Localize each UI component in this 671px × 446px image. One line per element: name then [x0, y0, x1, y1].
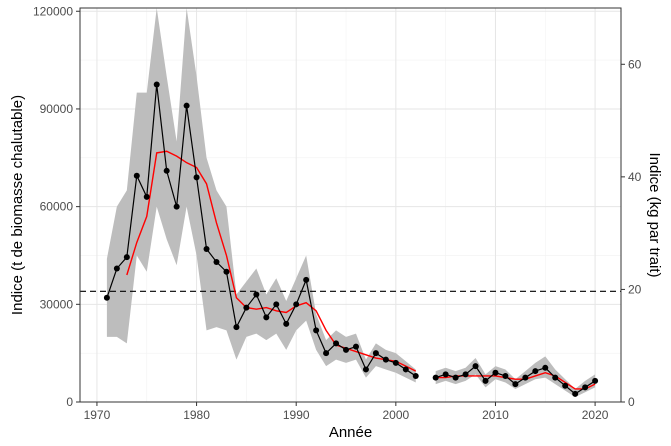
x-tick-label: 2010 [482, 408, 509, 422]
plot-border [79, 7, 622, 403]
data-point [173, 203, 180, 210]
data-point [283, 320, 290, 327]
x-tick-label: 1980 [183, 408, 210, 422]
data-point [213, 258, 220, 265]
data-point [572, 390, 579, 397]
data-point [362, 366, 369, 373]
index-points [103, 81, 599, 397]
x-axis-title: Année [329, 424, 372, 441]
data-point [522, 374, 529, 381]
data-point [273, 301, 280, 308]
x-tick-label: 2000 [382, 408, 409, 422]
data-point [352, 343, 359, 350]
data-point [343, 346, 350, 353]
data-point [482, 377, 489, 384]
data-point [153, 81, 160, 88]
y-tick-label: 60000 [40, 200, 74, 214]
data-point [263, 314, 270, 321]
data-point [303, 276, 310, 283]
data-point [243, 304, 250, 311]
data-point [103, 294, 110, 301]
data-point [492, 369, 499, 376]
data-point [592, 377, 599, 384]
data-point [392, 359, 399, 366]
data-point [562, 382, 569, 389]
data-point [183, 102, 190, 109]
y-tick-label: 120000 [33, 4, 73, 18]
y-axis-title: Indice (t de biomasse chalutable) [9, 95, 26, 315]
data-point [123, 254, 130, 261]
data-point [382, 356, 389, 363]
index-line-segment [106, 84, 417, 377]
data-point [502, 372, 509, 379]
data-point [193, 174, 200, 181]
data-point [512, 381, 519, 388]
data-point [472, 363, 479, 370]
y-tick-label: 30000 [40, 297, 74, 311]
x-axis: 1970 1980 1990 2000 2010 2020 [84, 402, 609, 422]
data-point [203, 245, 210, 252]
data-point [333, 340, 340, 347]
y-tick-label: 0 [66, 395, 73, 409]
data-point [552, 374, 559, 381]
data-point [402, 366, 409, 373]
y-tick-label: 90000 [40, 102, 74, 116]
data-point [223, 268, 230, 275]
data-point [412, 372, 419, 379]
data-point [582, 384, 589, 391]
y2-tick-label: 40 [628, 170, 642, 184]
data-point [532, 368, 539, 375]
data-point [113, 265, 120, 272]
data-point [293, 301, 300, 308]
data-point [163, 167, 170, 174]
data-point [462, 371, 469, 378]
data-point [313, 327, 320, 334]
data-point [542, 364, 549, 371]
x-tick-label: 1990 [283, 408, 310, 422]
x-tick-label: 2020 [582, 408, 609, 422]
y2-axis-title: Indice (kg par trait) [646, 152, 663, 277]
x-tick-label: 1970 [84, 408, 111, 422]
y2-tick-label: 20 [628, 282, 642, 296]
data-point [143, 193, 150, 200]
data-point [372, 350, 379, 357]
data-point [133, 172, 140, 179]
data-point [432, 374, 439, 381]
data-point [253, 291, 260, 298]
y-axis-left: 0 30000 60000 90000 120000 [33, 4, 80, 409]
data-point [442, 371, 449, 378]
y-axis-right: 0 20 40 60 [621, 57, 642, 409]
y2-tick-label: 60 [628, 57, 642, 71]
y2-tick-label: 0 [628, 395, 635, 409]
data-point [452, 374, 459, 381]
data-point [323, 350, 330, 357]
data-point [233, 324, 240, 331]
confidence-band-segment [106, 8, 416, 383]
smooth-line-segment [126, 150, 417, 372]
